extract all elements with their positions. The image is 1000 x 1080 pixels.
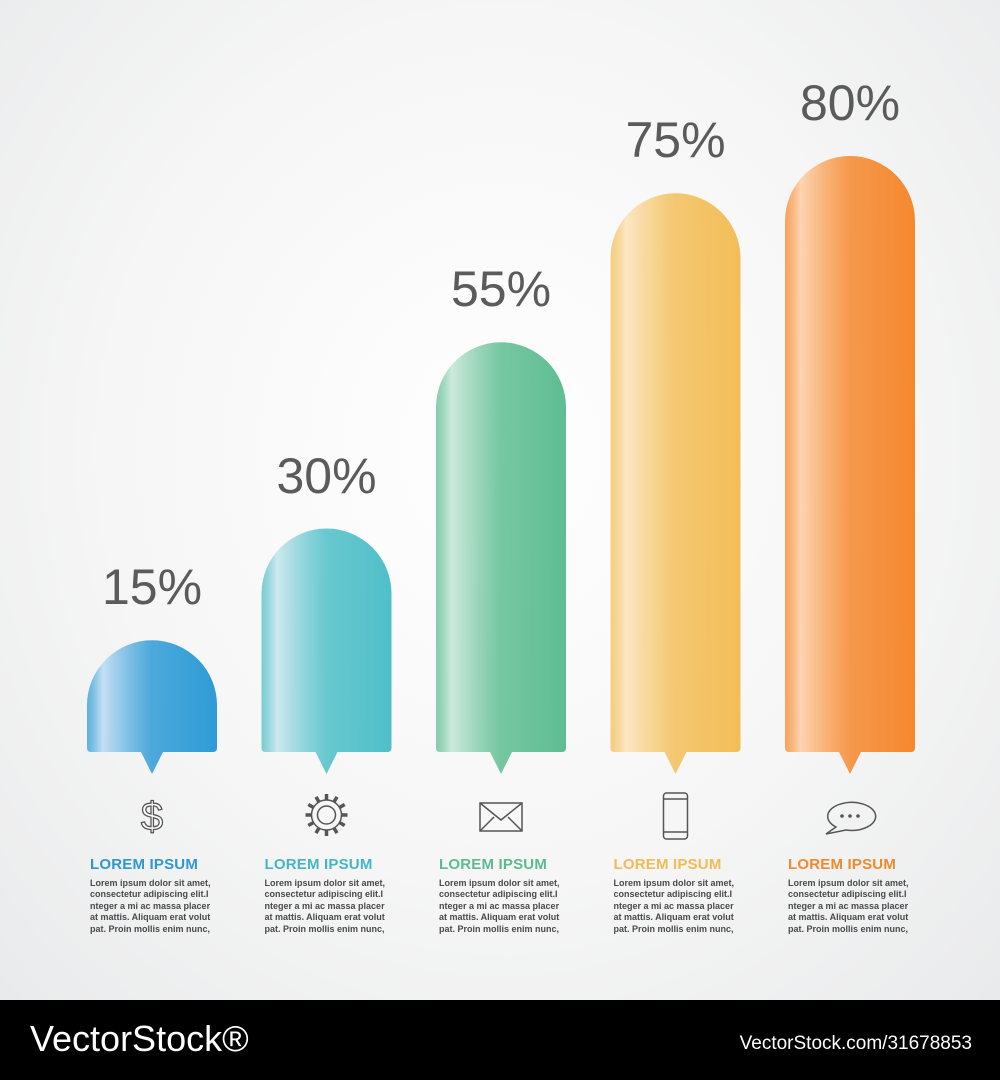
chat-bubble-icon — [825, 801, 877, 835]
value-label-3: 55% — [450, 261, 552, 318]
column-description-3: Lorem ipsum dolor sit amet, consectetur … — [439, 878, 560, 934]
svg-text:$: $ — [141, 795, 163, 839]
column-description-5: Lorem ipsum dolor sit amet, consectetur … — [788, 878, 909, 934]
column-description-2: Lorem ipsum dolor sit amet, consectetur … — [264, 878, 386, 934]
column-title-2: LOREM IPSUM — [264, 856, 373, 873]
column-description-4: Lorem ipsum dolor sit amet, consectetur … — [613, 878, 735, 934]
vectorstock-logo[interactable]: VectorStock® — [30, 1018, 249, 1059]
column-title-4: LOREM IPSUM — [613, 856, 722, 873]
bar-5 — [785, 156, 915, 774]
bar-3 — [436, 342, 566, 774]
column-title-3: LOREM IPSUM — [439, 856, 548, 873]
envelope-icon — [479, 802, 523, 832]
smartphone-icon — [662, 792, 689, 840]
bar-2 — [261, 528, 392, 774]
gear-icon — [305, 794, 348, 836]
bar-4 — [610, 193, 741, 774]
infographic-canvas: $ 15% 30% 55% 75% 80% LOREM IPSUM Lorem ipsum… — [0, 0, 1000, 1000]
value-label-4: 75% — [625, 112, 726, 169]
dollar-icon: $ — [140, 794, 164, 839]
bar-chart: $ — [87, 156, 915, 840]
column-title-1: LOREM IPSUM — [90, 856, 199, 873]
bar-1 — [87, 640, 217, 774]
column-title-5: LOREM IPSUM — [788, 856, 897, 873]
value-label-1: 15% — [101, 559, 203, 616]
value-label-5: 80% — [799, 75, 901, 131]
image-id: VectorStock.com/31678853 — [739, 1033, 972, 1054]
footer-bar: VectorStock® VectorStock.com/31678853 — [0, 1000, 1000, 1080]
value-label-2: 30% — [276, 447, 377, 504]
column-description-1: Lorem ipsum dolor sit amet, consectetur … — [90, 878, 211, 934]
